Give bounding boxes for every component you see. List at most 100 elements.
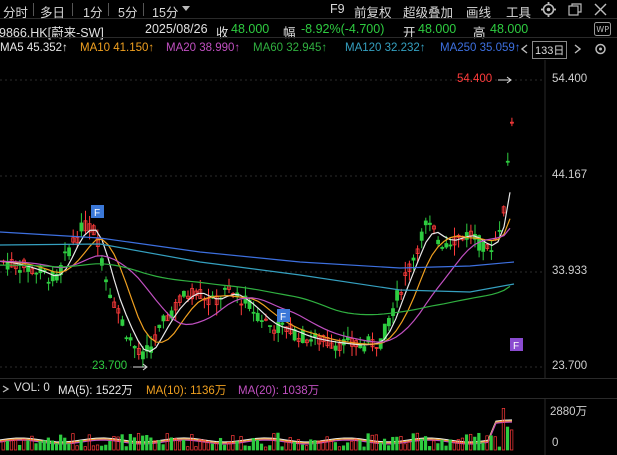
volume-bar — [100, 445, 104, 451]
volume-bar — [473, 436, 477, 451]
candle-body — [391, 308, 395, 317]
volume-bar — [112, 436, 116, 451]
candle-body — [300, 329, 305, 343]
tab-duori[interactable]: 多日 — [40, 6, 66, 20]
tab-separator — [33, 3, 34, 16]
volume-bar — [194, 446, 198, 451]
volume-bar — [157, 440, 161, 451]
volume-bar — [460, 437, 465, 451]
volume-bar — [423, 436, 428, 451]
volume-bar — [247, 445, 251, 451]
candle-body — [79, 222, 84, 232]
tab-15min[interactable]: 15分 — [152, 6, 179, 20]
qianfuquan-button[interactable]: 前复权 — [354, 6, 392, 20]
volume-bar — [510, 429, 514, 451]
candle-body — [34, 272, 39, 275]
volume-bar — [161, 444, 165, 451]
volume-bar — [440, 439, 444, 451]
marker-f-blue[interactable] — [91, 205, 104, 218]
volume-bar — [255, 439, 260, 451]
chevron-left-icon[interactable] — [521, 44, 528, 54]
volume-bar — [403, 443, 407, 451]
volume-bar — [382, 438, 387, 451]
candle-body — [173, 301, 178, 311]
volume-axis-label: 0 — [552, 437, 559, 449]
close-icon[interactable] — [594, 3, 607, 16]
candle-body — [485, 244, 490, 249]
volume-bar — [75, 445, 79, 451]
marker-f-text: F — [513, 341, 519, 352]
vol-ma20: MA(20): 1038万 — [238, 385, 320, 397]
chaojidiejia-button[interactable]: 超级叠加 — [403, 6, 454, 20]
toolbar: 分时 多日 1分 5分 15分 F9 前复权 超级叠加 画线 工具 — [0, 0, 617, 20]
tab-5min[interactable]: 5分 — [118, 6, 138, 20]
candle-body — [46, 281, 51, 284]
volume-bar — [432, 440, 436, 451]
volume-bar — [489, 435, 493, 451]
volume-bar — [358, 440, 362, 451]
candle-body — [415, 248, 420, 255]
volume-axis-label: 2880万 — [550, 406, 588, 418]
ma10-line — [0, 218, 511, 345]
candle-body — [108, 294, 112, 299]
candle-body — [444, 243, 449, 248]
close-value: 48.000 — [231, 22, 270, 36]
volume-bar — [186, 446, 190, 451]
volume-bar — [399, 436, 403, 451]
candle-body — [100, 258, 104, 266]
volume-bar — [5, 440, 9, 451]
volume-bar — [276, 432, 280, 451]
tools-button[interactable]: 工具 — [506, 6, 532, 20]
chevron-right-icon[interactable] — [574, 44, 581, 54]
stock-symbol: 9866.HK[蔚来-SW] — [0, 26, 104, 40]
candle-body — [95, 238, 100, 247]
volume-bar — [50, 440, 55, 451]
chevron-right-icon[interactable] — [2, 385, 10, 393]
volume-bar — [391, 436, 395, 451]
candle-body — [276, 321, 281, 334]
volume-bar — [313, 440, 317, 451]
candle-body — [386, 318, 391, 327]
ma-legend: MA5 45.352↑ MA10 41.150↑ MA20 38.990↑ MA… — [0, 40, 617, 59]
candle-body — [505, 160, 510, 163]
marker-f-blue[interactable] — [277, 309, 290, 322]
marker-f-purple[interactable] — [510, 338, 523, 351]
volume-bar — [9, 439, 14, 451]
divider — [0, 378, 617, 379]
volume-bar — [259, 443, 264, 451]
period-selector[interactable]: 133日 — [532, 41, 568, 59]
restore-icon[interactable] — [568, 3, 582, 16]
volume-bar — [227, 441, 231, 451]
tab-fenshi[interactable]: 分时 — [3, 6, 29, 20]
gear-icon[interactable] — [541, 2, 556, 17]
change-value: -8.92%(-4.700) — [301, 22, 385, 36]
candle-body — [304, 339, 309, 344]
candle-body — [132, 345, 137, 349]
candle-body — [120, 319, 125, 326]
chevron-down-icon[interactable] — [182, 6, 190, 11]
f9-button[interactable]: F9 — [330, 2, 345, 16]
tab-separator — [72, 3, 73, 16]
candle-body — [341, 339, 346, 346]
volume-bar — [46, 437, 50, 451]
vol-value: VOL: 0 — [14, 382, 50, 394]
volume-bar — [79, 440, 83, 451]
candle-body — [263, 318, 268, 321]
settings-icon[interactable] — [593, 42, 608, 56]
wp-icon[interactable]: WP — [594, 22, 611, 36]
volume-bar — [288, 437, 292, 451]
candle-body — [161, 315, 166, 322]
huaxian-button[interactable]: 画线 — [466, 6, 492, 20]
volume-bar — [87, 434, 91, 451]
volume-bar — [235, 441, 239, 451]
vol-ma10-line — [0, 420, 513, 444]
volume-bar — [231, 435, 235, 451]
ma120-line — [0, 243, 515, 293]
tab-1min[interactable]: 1分 — [83, 6, 103, 20]
volume-bar — [309, 439, 313, 451]
volume-bar — [501, 408, 506, 451]
volume-bar — [239, 436, 243, 451]
volume-bar — [481, 442, 485, 451]
volume-bar — [198, 439, 202, 451]
